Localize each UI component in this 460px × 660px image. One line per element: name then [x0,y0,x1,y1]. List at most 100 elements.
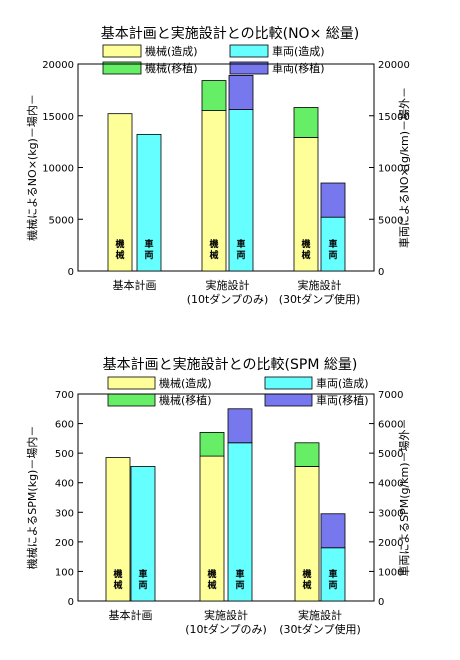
y-axis-label-right: 車両によるNO×(g/km)－場外－ [397,87,411,248]
legend-swatch [229,61,269,75]
bar-segment [130,466,156,602]
category-label: 実施設計 [206,278,250,292]
bar-label: 機械 [207,568,216,591]
category-sublabel: (30tダンプ使用) [279,622,361,636]
bar-label-char: 械 [301,249,310,261]
bar-label-char: 両 [328,580,337,591]
y-axis-label-right: 車両によるSPM(g/km)－場外－ [397,418,411,576]
bar-label-char: 両 [328,250,337,261]
y-tick-label-left: 700 [55,390,74,401]
y-tick-label-right: 3000 [378,508,403,519]
bar-label-char: 両 [144,250,153,261]
y-tick-label-right: 5000 [378,215,403,226]
bar-label-char: 両 [236,250,245,261]
bar-label: 車両 [138,568,147,591]
y-tick-label-left: 15000 [42,112,74,123]
bar-segment [228,109,254,272]
y-tick-label-right: 2000 [378,538,403,549]
y-tick-label-right: 20000 [378,60,410,71]
bar-label-char: 機 [113,568,122,580]
y-tick-label-right: 6000 [378,420,403,431]
bar-segment [199,455,225,602]
legend-swatch [229,44,269,58]
bar-label-char: 両 [235,580,244,591]
legend-swatch [102,61,142,75]
legend-label: 車両(造成) [316,376,369,390]
bar-label-char: 機 [301,238,310,250]
category-label: 実施設計 [298,608,342,622]
legend-label: 車両(造成) [272,44,325,58]
bar-segment [320,547,346,602]
plot-frame [77,393,375,602]
y-tick-label-right: 0 [378,267,384,278]
bar-label-char: 車 [328,568,337,580]
y-tick-label-left: 100 [55,567,74,578]
bar-label-char: 車 [236,238,245,250]
bar-label-char: 車 [235,568,244,580]
bar-label: 機械 [302,568,311,591]
y-tick-label-left: 500 [55,449,74,460]
y-axis-label-left: 機械によるNO×(kg)－場内－ [25,94,39,241]
bar-segment [105,457,131,602]
category-sublabel: (10tダンプのみ) [185,622,267,636]
bar-label: 車両 [235,568,244,591]
y-tick-label-left: 300 [55,508,74,519]
bar-label-char: 車 [138,568,147,580]
bar-label-char: 械 [207,579,216,591]
nox-chart: 基本計画と実施設計との比較(NO× 総量) 機械(造成) 車両(造成) 機械(移植) 車… [25,25,411,306]
bar-label: 車両 [236,238,245,261]
legend-swatch [264,376,313,390]
bar-segment [107,113,133,272]
bar-label-char: 車 [328,238,337,250]
bar-label-char: 機 [209,238,218,250]
bar-label: 機械 [113,568,122,591]
legend-label: 機械(造成) [159,376,212,390]
category-sublabel: (10tダンプのみ) [187,292,269,306]
y-tick-label-right: 15000 [378,112,410,123]
bar-label-char: 械 [115,249,124,261]
bar-segment [228,74,254,110]
y-axis-label-left: 機械によるSPM(kg)－場内－ [25,426,39,570]
bar-segment [199,432,225,457]
bar-segment [320,216,346,272]
legend-label: 機械(移植) [159,393,212,407]
y-tick-label-left: 200 [55,538,74,549]
bar-segment [320,182,346,218]
bar-label: 車両 [328,238,337,261]
y-tick-label-left: 400 [55,479,74,490]
category-sublabel: (30tダンプ使用) [279,292,361,306]
legend-label: 車両(移植) [272,61,325,75]
bar-segment [227,408,253,444]
bar-segment [293,137,319,272]
category-label: 基本計画 [109,608,153,622]
bar-segment [136,133,162,272]
legend-label: 車両(移植) [316,393,369,407]
y-tick-label-right: 1000 [378,567,403,578]
y-tick-label-right: 10000 [378,164,410,175]
y-tick-label-left: 10000 [42,164,74,175]
chart-title: 基本計画と実施設計との比較(SPM 総量) [103,356,358,373]
bar-segment [201,110,227,272]
spm-chart: 基本計画と実施設計との比較(SPM 総量) 機械(造成) 車両(造成) 機械(移植) 車… [25,356,411,636]
category-label: 実施設計 [204,608,248,622]
legend-swatch [107,393,156,407]
bar-label-char: 機 [302,568,311,580]
bar-segment [201,80,227,111]
bar-label: 車両 [328,568,337,591]
bar-label-char: 機 [207,568,216,580]
legend-swatch [264,393,313,407]
bar-segment [227,442,253,602]
category-label: 実施設計 [298,278,342,292]
y-tick-label-left: 600 [55,420,74,431]
y-tick-label-right: 4000 [378,479,403,490]
y-tick-label-left: 20000 [42,60,74,71]
bar-segment [294,466,320,602]
y-tick-label-left: 0 [68,597,74,608]
legend-swatch [107,376,156,390]
y-tick-label-left: 5000 [49,215,74,226]
y-tick-label-left: 0 [68,267,74,278]
bar-segment [293,107,319,138]
legend-swatch [102,44,142,58]
y-tick-label-right: 0 [378,597,384,608]
